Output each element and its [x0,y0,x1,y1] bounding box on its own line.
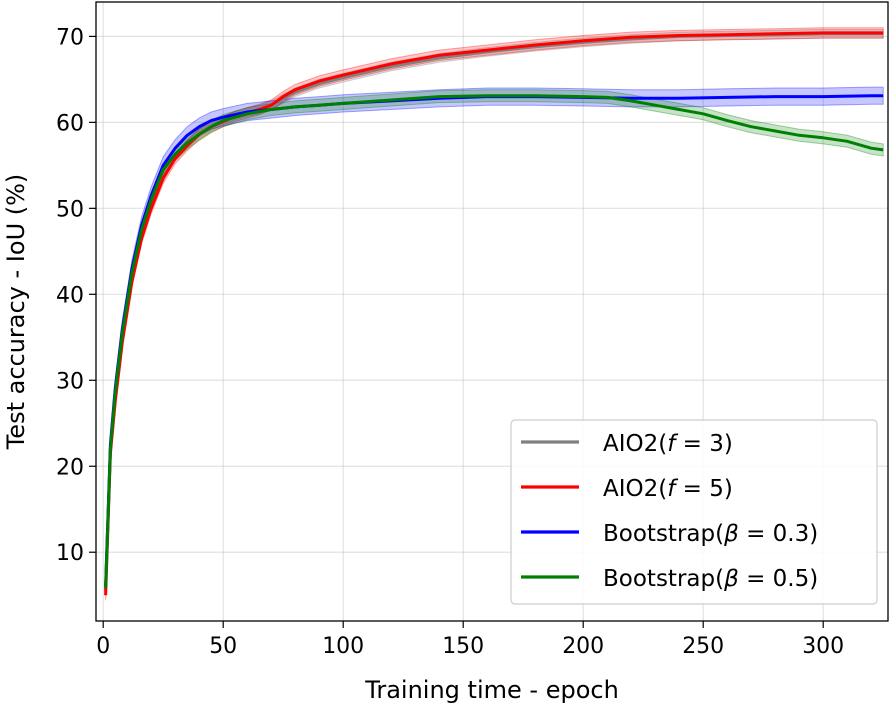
y-tick-label: 50 [56,197,84,222]
x-tick-label: 250 [682,634,724,659]
y-tick-label: 20 [56,455,84,480]
plot-frame [95,1,889,622]
legend-label: Bootstrap(β = 0.5) [603,566,818,592]
y-tick-label: 40 [56,283,84,308]
y-tick-label: 60 [56,111,84,136]
legend: AIO2(f = 3) AIO2(f = 5) Bootstrap(β = 0.3)… [510,419,878,605]
y-axis-label: Test accuracy - IoU (%) [2,174,30,451]
x-tick-label: 100 [322,634,364,659]
axis-ticks: 0 50 100 150 200 250 300 10 20 30 40 50 60 70 [56,25,844,659]
legend-label: AIO2(f = 3) [603,431,733,457]
series-line-3 [104,94,884,589]
series-line-1 [104,31,884,596]
x-tick-label: 50 [209,634,237,659]
legend-label: AIO2(f = 5) [603,476,733,502]
legend-label: Bootstrap(β = 0.3) [603,521,818,547]
x-tick-label: 300 [802,634,844,659]
y-tick-label: 30 [56,369,84,394]
series-band-3 [105,89,884,595]
y-tick-label: 10 [56,541,84,566]
x-tick-label: 200 [562,634,604,659]
x-tick-label: 150 [442,634,484,659]
x-tick-label: 0 [96,634,110,659]
legend-box [510,419,878,605]
x-axis-label: Training time - epoch [364,676,619,704]
y-tick-label: 70 [56,25,84,50]
series-lines [104,31,884,596]
